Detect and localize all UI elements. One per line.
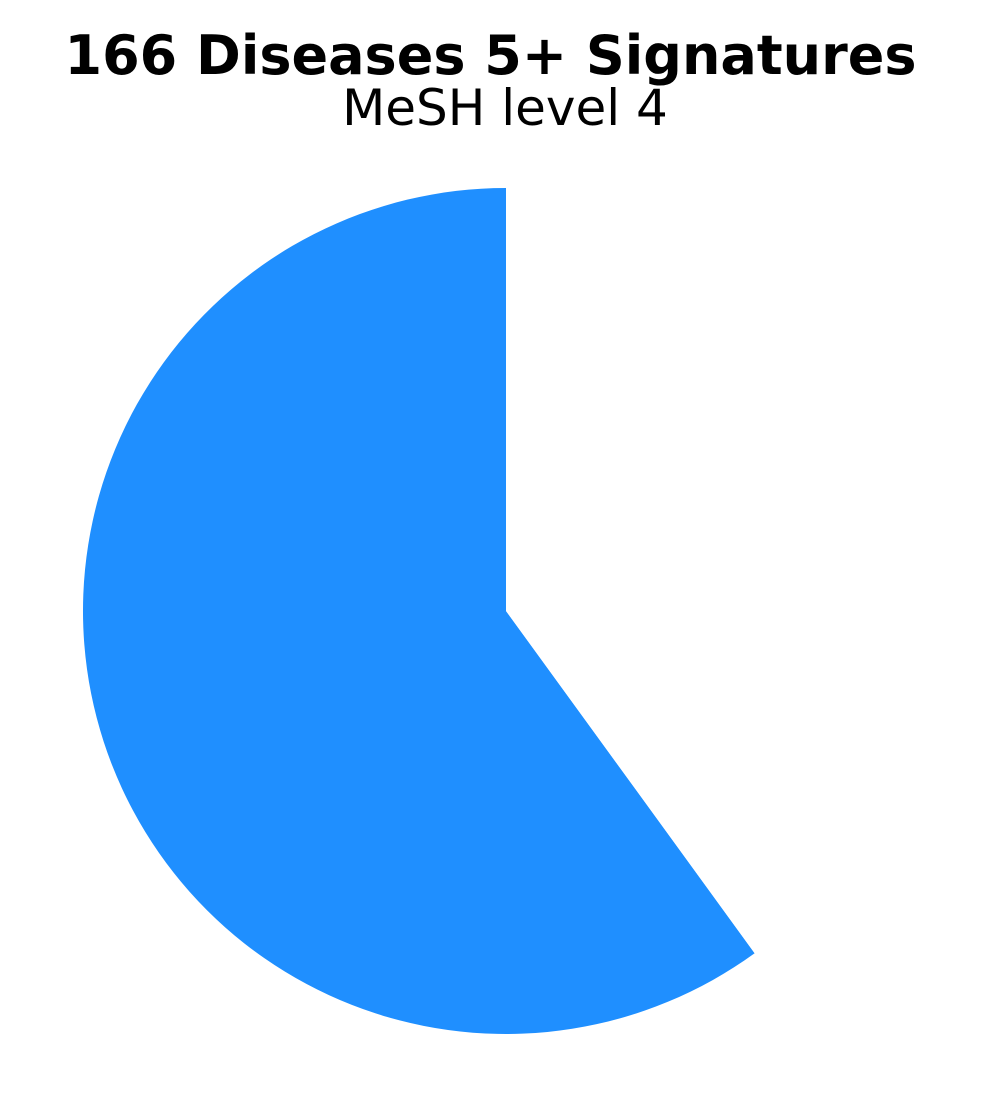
pie-slice-1 bbox=[82, 188, 755, 1034]
pie-slice-2 bbox=[506, 188, 929, 954]
pie-slices bbox=[82, 188, 929, 1034]
chart-subtitle: MeSH level 4 bbox=[342, 79, 668, 137]
chart-title: 166 Diseases 5+ Signatures bbox=[64, 24, 917, 87]
